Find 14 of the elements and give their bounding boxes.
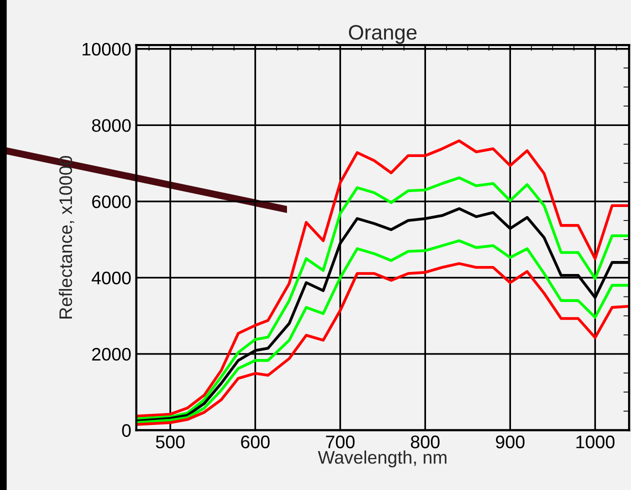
y-tick-label: 6000 xyxy=(92,195,131,208)
x-tick-label: 600 xyxy=(241,436,270,448)
x-tick-label: 800 xyxy=(410,436,440,448)
x-tick-label: 900 xyxy=(496,436,525,448)
y-tick-label: 10000 xyxy=(82,42,131,56)
x-tick-label: 1000 xyxy=(576,436,614,448)
y-tick-label: 8000 xyxy=(92,119,131,132)
y-tick-label: 2000 xyxy=(92,348,131,361)
x-tick-label: 500 xyxy=(156,436,185,448)
y-tick-label: 4000 xyxy=(92,272,131,284)
x-axis-title: Wavelength, nm xyxy=(318,450,446,468)
y-tick-label: 0 xyxy=(122,424,131,437)
chart-title: Orange xyxy=(348,24,417,44)
x-tick-label: 700 xyxy=(326,436,355,448)
